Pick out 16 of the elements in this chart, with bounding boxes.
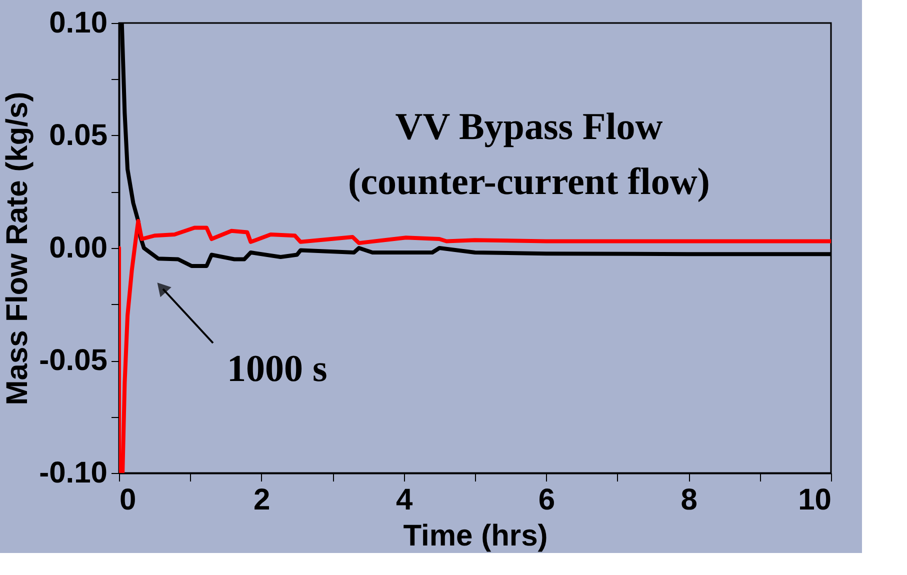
y-tick-label: 0.00 bbox=[49, 232, 108, 264]
x-tick-label: 8 bbox=[680, 484, 698, 516]
y-tick-label: 0.10 bbox=[49, 6, 108, 40]
annotation: 1000 s bbox=[227, 348, 328, 390]
text: (counter-current flow) bbox=[348, 161, 710, 203]
text: VV Bypass Flow bbox=[395, 106, 664, 148]
x-tick-label: 2 bbox=[254, 484, 270, 516]
x-tick-label: 0 bbox=[120, 484, 136, 516]
x-tick-label: 6 bbox=[538, 484, 556, 516]
y-axis-title: Mass Flow Rate (kg/s) bbox=[1, 92, 34, 406]
x-tick-label: 4 bbox=[396, 484, 413, 516]
y-tick-label: -0.10 bbox=[39, 456, 108, 490]
y-tick-label: -0.05 bbox=[39, 344, 108, 377]
y-tick-label: 0.05 bbox=[49, 119, 108, 152]
x-axis-title: Time (hrs) bbox=[403, 520, 548, 552]
x-tick-label: 10 bbox=[798, 484, 832, 516]
